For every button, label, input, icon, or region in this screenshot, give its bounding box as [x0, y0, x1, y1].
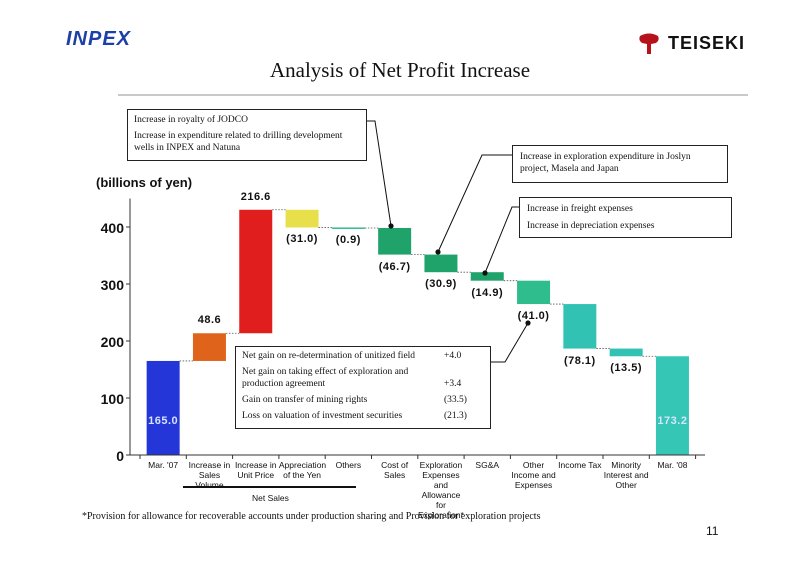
y-tick-0: 0 — [116, 448, 124, 464]
y-tick-100: 100 — [100, 391, 124, 407]
net-sales-group-label: Net Sales — [252, 493, 289, 503]
bar-value-label-0: 165.0 — [148, 415, 179, 428]
y-tick-400: 400 — [100, 220, 124, 236]
page-title: Analysis of Net Profit Increase — [269, 58, 531, 82]
bar-value-label-9: (78.1) — [563, 354, 596, 367]
annotation-exploration-line1: Increase in exploration expenditure in J… — [520, 152, 691, 174]
category-label-8: Other Income and Expenses — [511, 460, 556, 490]
bar-value-label-3: (31.0) — [286, 233, 318, 246]
bar-7 — [470, 272, 504, 281]
category-label-3: Appreciation of the Yen — [278, 460, 327, 480]
teiseki-name: TEISEKI — [668, 32, 746, 53]
pointer-dot-1 — [435, 249, 441, 255]
bar-value-label-4: (0.9) — [335, 233, 361, 246]
bar-value-label-7: (14.9) — [471, 286, 504, 299]
bar-2 — [239, 209, 273, 334]
bar-8 — [517, 280, 551, 305]
teiseki-mark-icon — [636, 30, 662, 56]
bar-value-label-11: 173.2 — [657, 415, 688, 428]
bar-4 — [331, 227, 365, 229]
other-income-row-2: Net gain on taking effect of exploration… — [242, 367, 462, 389]
category-label-11: Mar. '08 — [657, 460, 688, 470]
category-label-1: Increase in Sales Volume — [188, 460, 231, 490]
category-label-2: Increase in Unit Price — [234, 460, 277, 480]
title-divider — [118, 94, 748, 96]
bar-value-label-5: (46.7) — [378, 260, 411, 273]
bar-value-label-6: (30.9) — [425, 278, 457, 291]
pointer-dot-2 — [482, 270, 488, 276]
category-label-0: Mar. '07 — [148, 460, 179, 470]
category-label-10: Minority Interest and Other — [603, 460, 649, 490]
y-tick-300: 300 — [100, 277, 124, 293]
pointer-line-0 — [367, 120, 392, 227]
annotation-jodco: Increase in royalty of JODCO Increase in… — [127, 109, 367, 161]
bar-10 — [609, 348, 643, 357]
annotation-jodco-line2: Increase in expenditure related to drill… — [134, 131, 343, 153]
bar-value-label-10: (13.5) — [610, 362, 643, 375]
pointer-dot-0 — [388, 223, 394, 229]
bar-value-label-8: (41.0) — [517, 310, 550, 323]
pointer-line-2 — [484, 206, 519, 274]
bar-5 — [378, 227, 412, 255]
bar-11 — [655, 356, 689, 455]
bar-0 — [146, 360, 180, 455]
inpex-logo: INPEX — [66, 28, 132, 50]
bar-value-label-2: 216.6 — [240, 190, 271, 203]
other-income-row-4: Loss on valuation of investment securiti… — [242, 411, 467, 421]
bar-value-label-1: 48.6 — [197, 314, 222, 327]
pointer-line-1 — [437, 154, 512, 253]
footnote: *Provision for allowance for recoverable… — [82, 511, 541, 522]
annotation-other-income: Net gain on re-determination of unitized… — [235, 346, 491, 429]
bar-3 — [285, 209, 319, 228]
bar-9 — [563, 304, 597, 349]
category-label-9: Income Tax — [558, 460, 602, 470]
page-number: 11 — [706, 524, 719, 538]
annotation-sga-line2: Increase in depreciation expenses — [527, 221, 655, 231]
category-label-6: Exploration Expenses and Allowance for E… — [418, 460, 464, 520]
y-tick-200: 200 — [100, 334, 124, 350]
pointer-dot-3 — [525, 320, 531, 326]
other-income-row-3: Gain on transfer of mining rights (33.5) — [242, 395, 467, 405]
annotation-exploration: Increase in exploration expenditure in J… — [512, 145, 728, 183]
annotation-jodco-line1: Increase in royalty of JODCO — [134, 115, 248, 125]
annotation-sga: Increase in freight expenses Increase in… — [519, 197, 732, 238]
category-label-4: Others — [335, 460, 362, 470]
bar-1 — [192, 333, 226, 361]
annotation-sga-line1: Increase in freight expenses — [527, 204, 633, 214]
teiseki-logo: TEISEKI — [636, 30, 745, 56]
pointer-line-3 — [491, 322, 529, 363]
category-label-7: SG&A — [475, 460, 500, 470]
y-axis-label: (billions of yen) — [96, 175, 193, 190]
other-income-row-1: Net gain on re-determination of unitized… — [242, 351, 462, 361]
bar-6 — [424, 254, 458, 273]
category-label-5: Cost of Sales — [381, 460, 409, 480]
